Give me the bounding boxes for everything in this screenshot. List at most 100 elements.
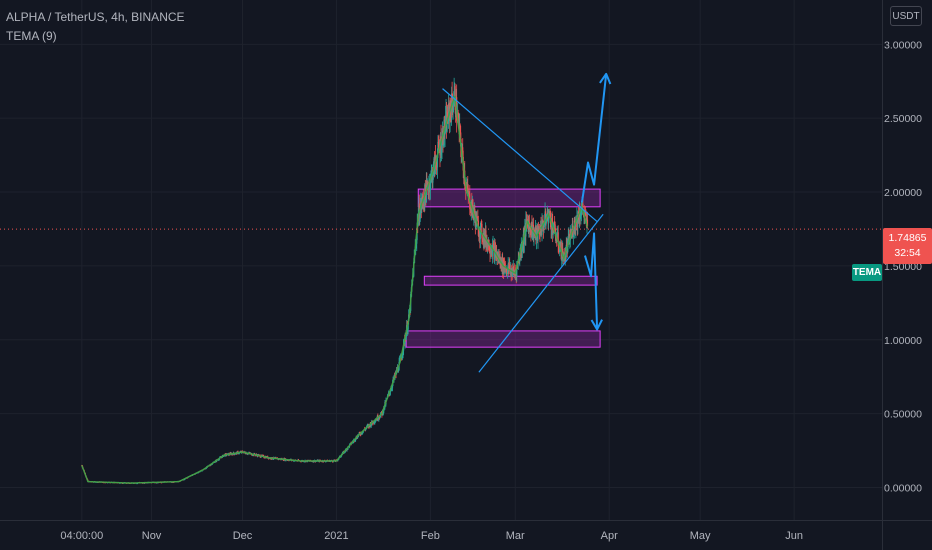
candle-body [428, 185, 430, 193]
arrow-head [590, 319, 603, 331]
candle-body [553, 221, 555, 233]
candle-body [566, 244, 568, 246]
candle-body [580, 208, 583, 216]
last-price-value: 1.74865 [888, 232, 927, 244]
candle-body [538, 230, 541, 235]
support-resistance-zone [405, 330, 601, 348]
arrow-head [599, 72, 612, 85]
candle-body [522, 245, 524, 249]
candle-body [579, 210, 581, 219]
indicator-label[interactable]: TEMA (9) [6, 29, 57, 43]
candle-body [374, 420, 376, 423]
candle-body [374, 422, 376, 424]
candle-body [391, 387, 393, 389]
candle-body [516, 264, 518, 277]
candle-body [421, 196, 423, 204]
candle-body [359, 432, 361, 434]
candle-body [358, 432, 360, 435]
currency-button[interactable]: USDT [890, 6, 922, 26]
candle-body [251, 455, 254, 456]
projection-arrow [584, 232, 599, 330]
candle-body [197, 472, 199, 474]
candle-body [444, 128, 446, 135]
candle-body [214, 462, 216, 463]
candle-body [453, 103, 455, 108]
symbol-title[interactable]: ALPHA / TetherUS, 4h, BINANCE [6, 10, 185, 24]
candle-body [569, 240, 571, 244]
candle-body [389, 392, 391, 395]
candle-body [442, 130, 444, 146]
candle-body [448, 103, 450, 107]
candle-body [136, 483, 139, 485]
candle-body [531, 233, 534, 237]
candle-body [506, 268, 508, 272]
candle-body [238, 453, 240, 455]
candle-body [260, 456, 262, 458]
candle-body [375, 420, 377, 422]
candle-body [564, 255, 566, 263]
candle-body [379, 417, 381, 419]
y-tick-label: 0.50000 [884, 409, 922, 421]
candle-body [474, 208, 476, 217]
candle-body [488, 249, 491, 252]
candle-body [426, 180, 428, 185]
candle-body [405, 333, 407, 340]
candle-body [452, 107, 454, 113]
candle-body [421, 203, 423, 209]
candle-body [481, 224, 483, 239]
candle-body [424, 184, 426, 194]
candle-body [580, 215, 582, 217]
candle-body [542, 219, 544, 226]
candle-body [434, 155, 437, 163]
candle-body [447, 103, 450, 123]
x-tick-label: Mar [506, 530, 525, 542]
candle-body [161, 482, 163, 484]
y-tick-label: 0.00000 [884, 483, 922, 495]
x-tick-label: Apr [601, 530, 618, 542]
candle-body [321, 461, 323, 463]
candle-body [572, 226, 574, 237]
candle-body [572, 235, 574, 237]
candle-body [480, 223, 483, 225]
candle-body [513, 267, 515, 270]
candle-body [404, 337, 406, 344]
candle-body [577, 211, 579, 228]
x-tick-label: 2021 [324, 530, 348, 542]
x-tick-label: Jun [785, 530, 803, 542]
last-price-tag: 1.74865 32:54 [883, 228, 932, 264]
candle-body [218, 459, 220, 461]
candle-body [512, 272, 514, 277]
candle-body [440, 136, 442, 155]
candle-body [479, 225, 482, 240]
candle-body [322, 461, 324, 463]
candle-body [476, 216, 478, 218]
candle-body [382, 410, 385, 414]
y-tick-label: 1.00000 [884, 335, 922, 347]
candle-body [521, 245, 523, 252]
trendline [442, 88, 598, 223]
candle-body [451, 93, 453, 105]
candle-body [436, 154, 439, 168]
chart-legend: ALPHA / TetherUS, 4h, BINANCE TEMA (9) [6, 8, 185, 46]
trendline [478, 213, 604, 373]
candle-body [494, 245, 496, 248]
candle-body [521, 248, 523, 252]
candle-body [380, 411, 382, 414]
candle-body [229, 454, 231, 456]
candle-body [390, 388, 392, 392]
y-tick-label: 2.00000 [884, 187, 922, 199]
candle-body [264, 457, 266, 459]
candle-body [360, 434, 362, 436]
candle-body [282, 460, 284, 461]
candle-body [575, 218, 577, 231]
candle-body [509, 263, 511, 272]
candle-body [407, 329, 409, 334]
candle-body [458, 118, 460, 120]
candle-body [234, 453, 237, 455]
candle-body [346, 448, 348, 451]
candle-body [513, 269, 515, 274]
candle-body [472, 199, 474, 211]
candle-body [362, 430, 364, 433]
candle-body [523, 232, 525, 245]
